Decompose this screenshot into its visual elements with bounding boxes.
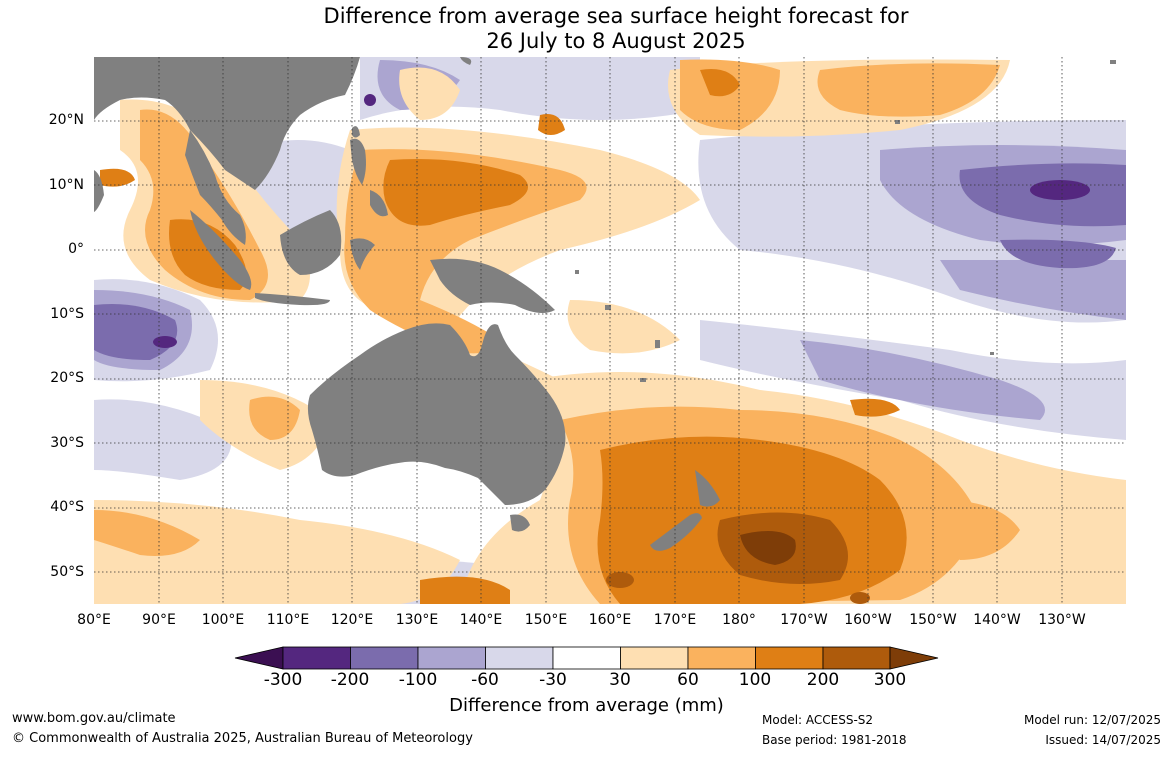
- lon-label: 110°E: [266, 612, 310, 628]
- colorbar-tick: 30: [609, 670, 631, 690]
- colorbar-arrow-high: [889, 646, 939, 670]
- anomaly-field: [94, 57, 1126, 604]
- lon-label: 130°E: [395, 612, 439, 628]
- model-run-date: Model run: 12/07/2025: [1023, 713, 1161, 727]
- colorbar-tick: 200: [806, 670, 840, 690]
- lat-label: 10°N: [48, 177, 84, 193]
- lon-label: 90°E: [142, 612, 176, 628]
- lon-label: 160°W: [844, 612, 892, 628]
- colorbar-segment: [417, 646, 486, 670]
- colorbar-title: Difference from average (mm): [449, 695, 724, 716]
- lat-label: 30°S: [50, 435, 84, 451]
- lat-label: 20°N: [48, 112, 84, 128]
- colorbar-segment: [755, 646, 824, 670]
- lon-label: 170°E: [653, 612, 697, 628]
- colorbar-segment: [282, 646, 351, 670]
- lon-label: 80°E: [77, 612, 111, 628]
- colorbar-tick: 60: [677, 670, 699, 690]
- lat-label: 50°S: [50, 564, 84, 580]
- colorbar: [234, 646, 939, 670]
- colorbar-segment: [485, 646, 554, 670]
- lon-label: 170°W: [780, 612, 828, 628]
- graticule: [94, 57, 1126, 604]
- land-masses: [94, 57, 1116, 551]
- lon-label: 150°E: [524, 612, 568, 628]
- lon-label: 150°W: [909, 612, 957, 628]
- model-name: Model: ACCESS-S2: [762, 713, 874, 727]
- copyright-text: © Commonwealth of Australia 2025, Austra…: [12, 731, 473, 746]
- lat-label: 20°S: [50, 370, 84, 386]
- lon-label: 120°E: [330, 612, 374, 628]
- colorbar-segment: [687, 646, 756, 670]
- title-line-1: Difference from average sea surface heig…: [323, 4, 909, 28]
- colorbar-segment: [552, 646, 621, 670]
- issued-date: Issued: 14/07/2025: [1045, 733, 1161, 747]
- colorbar-tick: 100: [738, 670, 772, 690]
- lon-label: 140°E: [459, 612, 503, 628]
- lon-label: 180°: [722, 612, 756, 628]
- colorbar-tick: -30: [539, 670, 567, 690]
- lat-label: 10°S: [50, 306, 84, 322]
- chart-title: Difference from average sea surface heig…: [0, 4, 1173, 54]
- lat-label: 0°: [68, 241, 84, 257]
- colorbar-tick: -300: [263, 670, 303, 690]
- colorbar-tick: 300: [873, 670, 907, 690]
- base-period: Base period: 1981-2018: [762, 733, 907, 747]
- title-line-2: 26 July to 8 August 2025: [486, 29, 746, 53]
- lon-label: 160°E: [588, 612, 632, 628]
- colorbar-segment: [822, 646, 891, 670]
- colorbar-tick: -60: [471, 670, 499, 690]
- colorbar-segment: [620, 646, 689, 670]
- website-link[interactable]: www.bom.gov.au/climate: [12, 711, 176, 726]
- colorbar-segment: [350, 646, 419, 670]
- colorbar-tick: -100: [398, 670, 438, 690]
- lat-label: 40°S: [50, 499, 84, 515]
- lon-label: 140°W: [973, 612, 1021, 628]
- colorbar-tick: -200: [330, 670, 370, 690]
- lon-label: 130°W: [1038, 612, 1086, 628]
- lon-label: 100°E: [201, 612, 245, 628]
- colorbar-arrow-low: [234, 646, 284, 670]
